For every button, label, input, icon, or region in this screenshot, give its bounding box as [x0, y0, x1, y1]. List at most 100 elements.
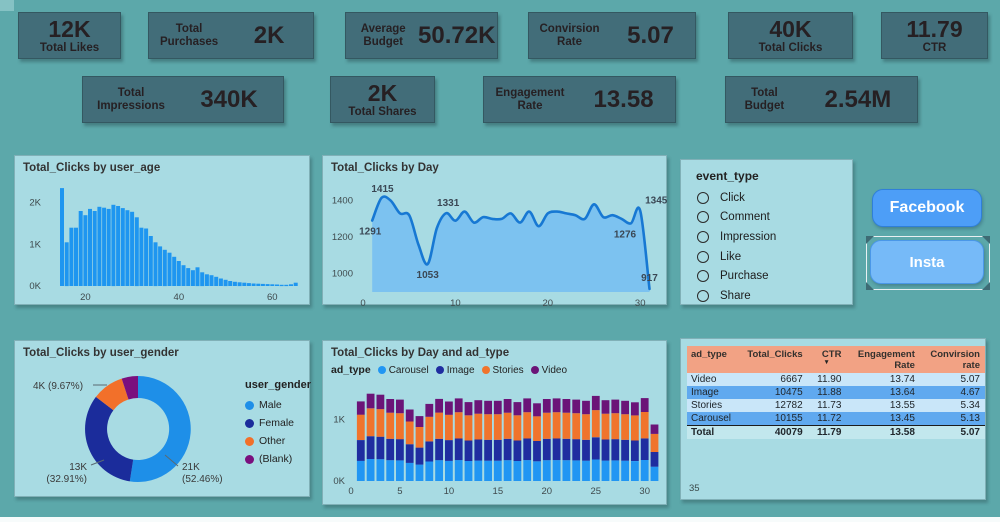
radio-icon	[697, 289, 709, 302]
column-header-total-clicks[interactable]: Total_Clicks	[740, 346, 808, 373]
stacked-legend: ad_type Carousel Image Stories Video	[331, 364, 567, 376]
svg-text:25: 25	[590, 486, 601, 497]
legend-item[interactable]: Female	[245, 417, 311, 429]
kpi-value: 2.54M	[824, 85, 892, 113]
legend-dot-icon	[481, 366, 490, 374]
table-cell: 11.72	[817, 413, 842, 424]
insta-button-selection-frame: Insta	[866, 236, 990, 290]
selection-corner-icon	[866, 282, 874, 290]
table-cell: 5.07	[960, 427, 980, 438]
radio-icon	[697, 250, 709, 263]
panel-clicks-by-age: 0K 1K 2K 20 40 60 Total_Clicks by user_age	[14, 155, 310, 305]
table-cell: 10155	[774, 413, 803, 424]
kpi-label: Convirsion Rate	[539, 22, 600, 48]
svg-text:1415: 1415	[371, 184, 394, 195]
legend-item[interactable]: (Blank)	[245, 453, 311, 465]
legend-title: ad_type	[331, 364, 371, 376]
svg-text:1000: 1000	[332, 269, 353, 280]
legend-label: (Blank)	[259, 453, 293, 465]
legend-item[interactable]: Male	[245, 399, 311, 411]
column-header-convirsion-rate[interactable]: Convirsion rate	[919, 346, 985, 373]
sort-desc-icon: ▼	[823, 359, 830, 366]
svg-text:1291: 1291	[359, 227, 382, 238]
legend-item[interactable]: Stories	[481, 365, 524, 376]
svg-text:1331: 1331	[437, 198, 460, 209]
selection-corner-icon	[866, 236, 874, 244]
slicer-option-comment[interactable]: Comment	[697, 208, 844, 228]
slicer-option-like[interactable]: Like	[697, 247, 844, 267]
table-cell: Stories	[691, 400, 723, 411]
svg-text:1276: 1276	[614, 229, 637, 240]
legend-item[interactable]: Carousel	[377, 365, 429, 376]
table-row[interactable]: Carousel 10155 11.72 13.45 5.13	[687, 412, 985, 426]
table-row[interactable]: Stories 12782 11.73 13.55 5.34	[687, 399, 985, 412]
column-header-ad-type[interactable]: ad_type	[687, 346, 741, 373]
kpi-label: Total Clicks	[758, 42, 823, 54]
table-cell: 11.73	[817, 400, 842, 411]
area-chart-clicks-by-day[interactable]: 1000 1200 1400 0 10 20 30 1291 1415 1053 1331 1276 1…	[323, 156, 668, 306]
legend-item[interactable]: Image	[435, 364, 475, 376]
svg-text:1053: 1053	[417, 270, 440, 281]
slicer-option-label: Click	[720, 191, 745, 204]
corner-chip	[0, 0, 14, 11]
table-cell: 4.67	[960, 387, 980, 398]
table-cell: 40079	[774, 427, 803, 438]
table-row[interactable]: Video 6667 11.90 13.74 5.07	[687, 373, 985, 386]
radio-icon	[697, 211, 709, 224]
insta-button[interactable]: Insta	[870, 240, 984, 284]
kpi-total-impressions: Total Impressions 340K	[82, 76, 284, 123]
svg-text:(32.91%): (32.91%)	[46, 474, 87, 485]
table-cell: 5.13	[960, 413, 980, 424]
kpi-label: Total Shares	[348, 106, 417, 118]
donut-chart-clicks-by-gender[interactable]: 21K(52.46%) 13K(32.91%) 4K (9.67%)	[15, 341, 311, 498]
svg-text:0K: 0K	[333, 476, 345, 487]
kpi-value: 5.07	[627, 21, 674, 49]
svg-text:10: 10	[450, 298, 461, 306]
panel-event-type-slicer: event_type Click Comment Impression Like Pur…	[680, 159, 853, 305]
panel-adtype-table: ad_type Total_Clicks CTR ▼ Engagement Rate Co…	[680, 338, 986, 500]
kpi-engagement-rate: Engagement Rate 13.58	[483, 76, 676, 123]
svg-text:2K: 2K	[29, 198, 41, 209]
histogram-clicks-by-age[interactable]: 0K 1K 2K 20 40 60	[15, 156, 311, 306]
legend-dot-icon	[377, 366, 386, 374]
table-cell: 5.07	[960, 374, 980, 385]
legend-label: Other	[259, 435, 286, 447]
bottom-strip	[0, 517, 1000, 522]
slicer-options: Click Comment Impression Like Purchase Share	[697, 188, 844, 306]
legend-item[interactable]: Other	[245, 435, 311, 447]
chart-title: Total_Clicks by Day	[331, 162, 439, 174]
kpi-value: 2K	[253, 21, 285, 49]
svg-text:1345: 1345	[645, 196, 668, 207]
facebook-button[interactable]: Facebook	[872, 189, 982, 227]
table-cell: 13.55	[889, 400, 915, 411]
svg-text:0K: 0K	[29, 281, 41, 292]
chart-title: Total_Clicks by Day and ad_type	[331, 347, 510, 359]
slicer-title: event_type	[696, 169, 759, 183]
adtype-metrics-table: ad_type Total_Clicks CTR ▼ Engagement Rate Co…	[687, 346, 985, 439]
slicer-option-impression[interactable]: Impression	[697, 227, 844, 247]
slicer-option-click[interactable]: Click	[697, 188, 844, 208]
slicer-option-share[interactable]: Share	[697, 286, 844, 306]
kpi-value: 2K	[367, 80, 398, 106]
svg-text:5: 5	[397, 486, 402, 497]
svg-text:4K (9.67%): 4K (9.67%)	[33, 381, 83, 392]
svg-text:15: 15	[493, 486, 504, 497]
table-row[interactable]: Image 10475 11.88 13.64 4.67	[687, 386, 985, 399]
legend-dot-icon	[245, 418, 254, 428]
legend-dot-icon	[245, 400, 254, 410]
slicer-option-purchase[interactable]: Purchase	[697, 266, 844, 286]
stacked-bar-chart-clicks-by-day-adtype[interactable]: 0K 1K 0 5 10 15 20 25 30	[323, 341, 668, 506]
svg-text:60: 60	[267, 292, 278, 303]
table-total-row: Total 40079 11.79 13.58 5.07	[687, 425, 985, 439]
column-header-ctr[interactable]: CTR ▼	[807, 346, 847, 373]
svg-text:0: 0	[360, 298, 365, 306]
radio-icon	[697, 270, 709, 283]
table-cell: 13.45	[889, 413, 915, 424]
legend-label: Image	[446, 364, 475, 376]
svg-text:(52.46%): (52.46%)	[182, 474, 223, 485]
legend-dot-icon	[245, 454, 254, 464]
table-cell: 13.74	[889, 374, 915, 385]
legend-item[interactable]: Video	[530, 365, 567, 376]
column-header-engagement-rate[interactable]: Engagement Rate	[846, 346, 920, 373]
